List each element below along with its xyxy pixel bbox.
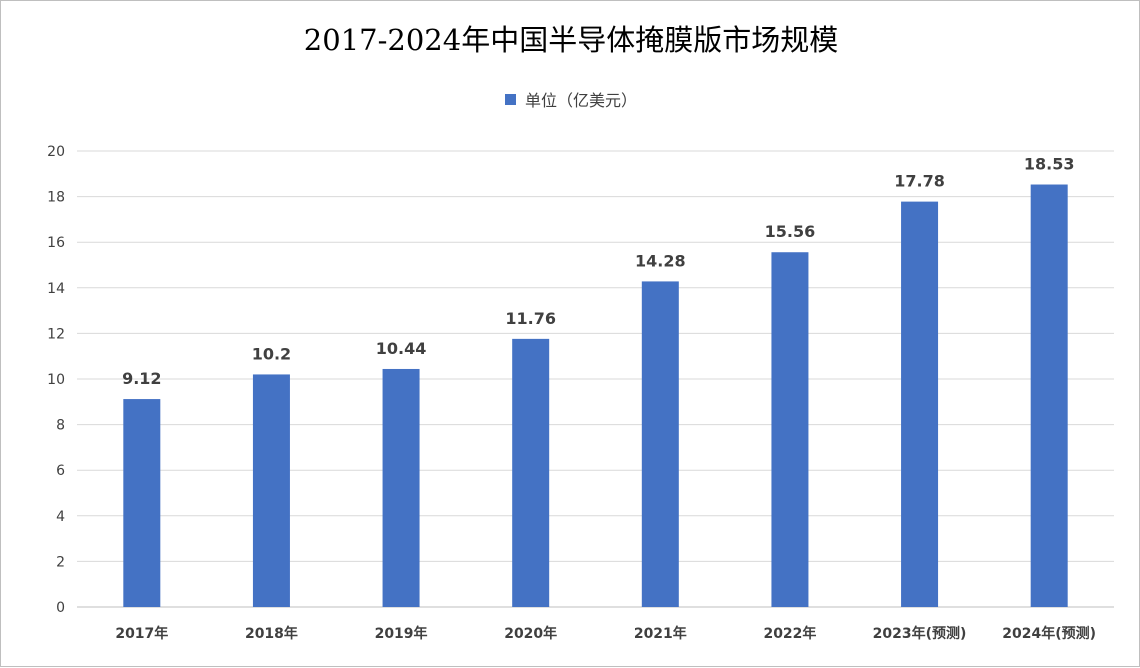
y-tick-label: 18	[47, 190, 65, 206]
x-tick-label: 2021年	[634, 625, 687, 642]
y-tick-label: 20	[47, 144, 65, 160]
data-label: 15.56	[765, 222, 816, 241]
data-label: 10.2	[252, 344, 291, 363]
data-label: 9.12	[122, 369, 161, 388]
y-tick-label: 2	[56, 554, 65, 570]
legend-swatch	[504, 93, 516, 105]
bar	[123, 399, 161, 607]
bar	[901, 201, 939, 607]
y-tick-label: 12	[47, 326, 65, 342]
bar	[382, 368, 420, 607]
bar	[771, 252, 809, 607]
bar	[252, 374, 290, 607]
y-tick-label: 16	[47, 235, 65, 251]
bar	[641, 281, 679, 607]
bar	[1030, 184, 1068, 608]
chart-title: 2017-2024年中国半导体掩膜版市场规模	[303, 23, 839, 57]
x-tick-label: 2017年	[115, 625, 168, 642]
legend-label: 单位（亿美元）	[524, 91, 637, 110]
y-tick-label: 8	[56, 418, 65, 434]
x-tick-label: 2023年(预测)	[873, 625, 967, 642]
data-label: 17.78	[894, 172, 945, 191]
data-label: 18.53	[1024, 155, 1075, 174]
y-tick-label: 6	[56, 463, 65, 479]
y-tick-label: 14	[47, 281, 65, 297]
x-tick-label: 2018年	[245, 625, 298, 642]
legend: 单位（亿美元）	[1, 87, 1140, 111]
bar	[512, 338, 550, 607]
y-tick-label: 0	[56, 600, 65, 616]
x-tick-label: 2022年	[763, 625, 816, 642]
data-label: 10.44	[376, 339, 427, 358]
y-tick-label: 10	[47, 372, 65, 388]
data-label: 11.76	[505, 309, 556, 328]
data-label: 14.28	[635, 251, 686, 270]
x-tick-label: 2019年	[375, 625, 428, 642]
y-tick-label: 4	[56, 509, 65, 525]
x-tick-label: 2020年	[504, 625, 557, 642]
x-tick-label: 2024年(预测)	[1002, 625, 1096, 642]
